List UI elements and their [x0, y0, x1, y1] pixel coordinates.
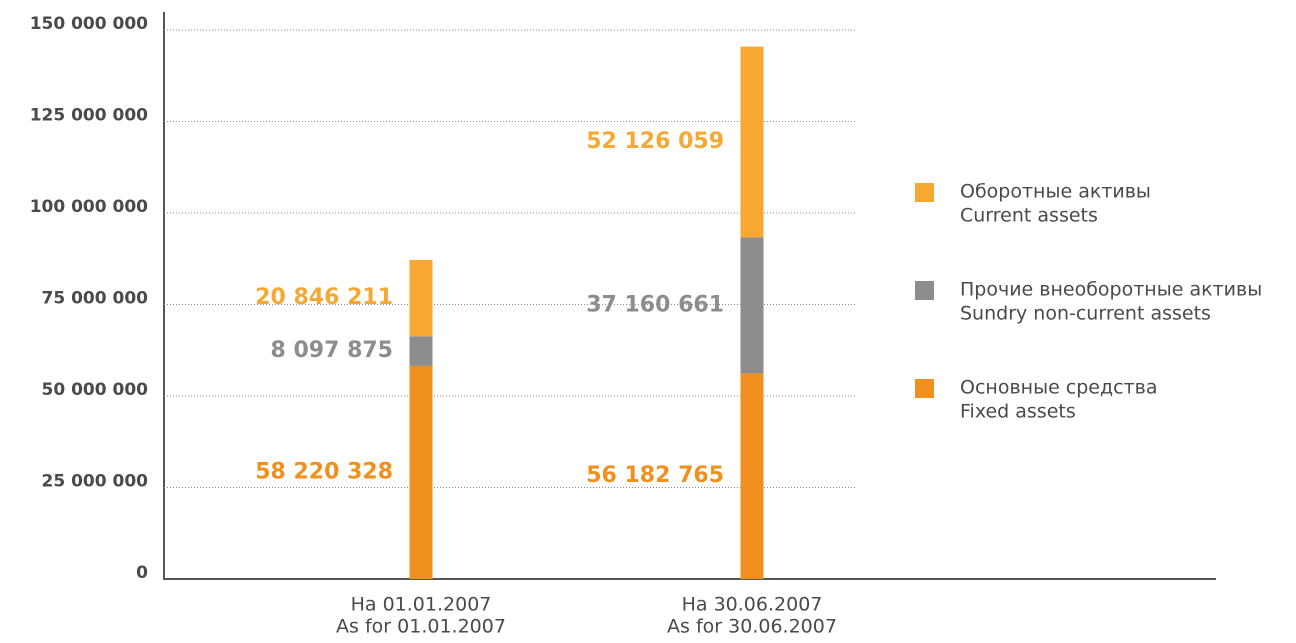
x-tick-label: На 01.01.2007 [351, 594, 492, 616]
x-tick-label: На 30.06.2007 [682, 594, 823, 616]
legend-label: Прочие внеоборотные активы [960, 279, 1262, 301]
value-label: 58 220 328 [255, 459, 393, 484]
bar-segment [409, 336, 433, 366]
bar-segment [740, 237, 764, 374]
bar-segment [740, 46, 764, 238]
y-tick-label: 100 000 000 [30, 197, 148, 217]
legend-label: Основные средства [960, 377, 1158, 399]
legend-label: Оборотные активы [960, 181, 1151, 203]
value-label: 20 846 211 [255, 285, 393, 310]
bar-segment [409, 259, 433, 337]
value-label: 52 126 059 [586, 129, 724, 154]
x-tick-label: As for 01.01.2007 [336, 616, 506, 638]
legend-swatch [915, 281, 934, 300]
bar-segment [740, 373, 764, 579]
y-tick-label: 25 000 000 [42, 472, 149, 492]
y-tick-label: 50 000 000 [42, 380, 149, 400]
bar-segment [409, 365, 433, 579]
x-tick-label: As for 30.06.2007 [667, 616, 837, 638]
value-label: 8 097 875 [271, 338, 393, 363]
value-label: 37 160 661 [586, 292, 724, 317]
legend-label: Fixed assets [960, 401, 1076, 423]
legend-label: Sundry non-current assets [960, 303, 1211, 325]
y-tick-label: 150 000 000 [30, 14, 148, 34]
legend-swatch [915, 183, 934, 202]
legend-label: Current assets [960, 205, 1098, 227]
y-tick-label: 125 000 000 [30, 106, 148, 126]
value-label: 56 182 765 [586, 463, 724, 488]
y-tick-label: 75 000 000 [42, 289, 149, 309]
y-tick-label: 0 [136, 563, 148, 583]
legend-swatch [915, 379, 934, 398]
